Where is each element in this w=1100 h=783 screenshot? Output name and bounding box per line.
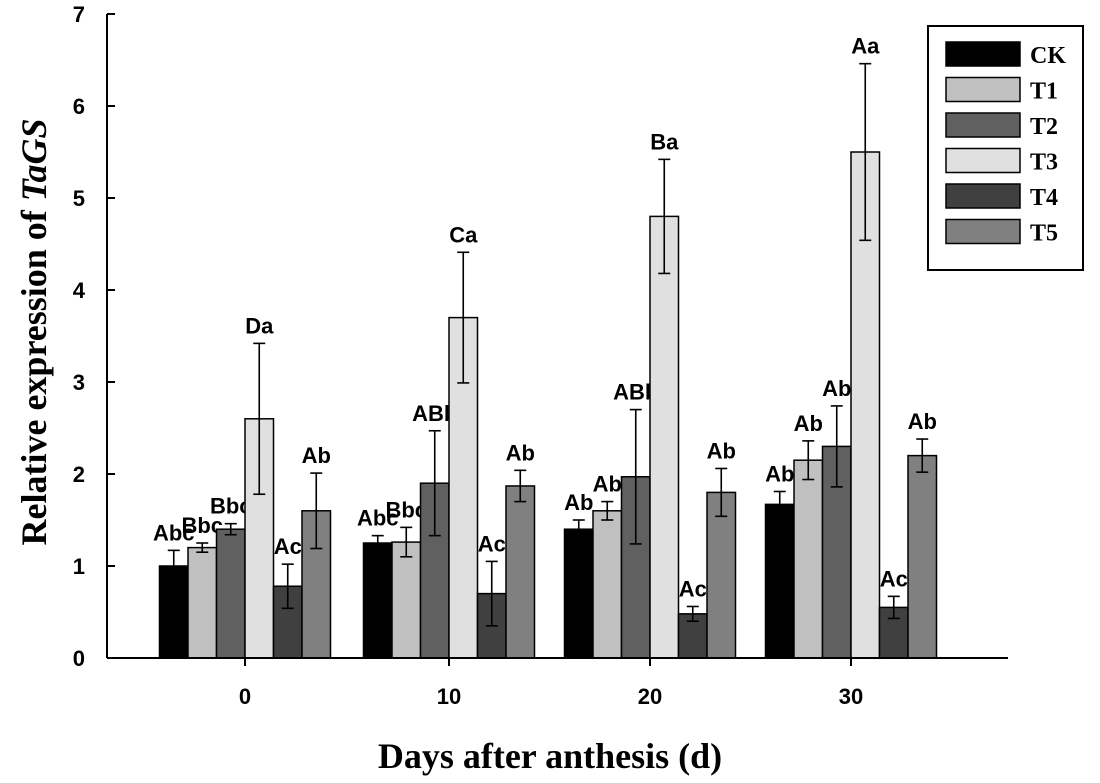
y-tick-label: 1 [73,554,85,579]
significance-label: Ab [908,409,937,434]
significance-label: Ac [478,531,506,556]
significance-label: Ab [302,443,331,468]
significance-label: Ca [449,222,478,247]
y-axis-title: Relative expression of TaGS [14,118,54,545]
legend-label-t3: T3 [1030,150,1058,176]
legend-label-ck: CK [1030,43,1066,69]
y-tick-label: 0 [73,646,85,671]
legend-label-t2: T2 [1030,114,1058,140]
significance-label: Da [245,313,274,338]
significance-label: Ab [593,472,622,497]
significance-label: Ac [274,534,302,559]
significance-label: Ab [506,440,535,465]
x-axis: 0 10 20 30 [107,657,1008,709]
y-tick-label: 6 [73,94,85,119]
significance-label: Ab [564,490,593,515]
significance-label: Ac [880,566,908,591]
bar-ck-day-30 [764,503,795,659]
y-tick-label: 3 [73,370,85,395]
bar-t1-day-20 [592,510,623,659]
legend-swatch-t5 [945,218,1021,245]
x-tick-label: 20 [638,684,662,709]
bar-ck-day-10 [362,542,393,659]
legend-swatch-t3 [945,147,1021,174]
significance-label: Ac [679,576,707,601]
bar-t1-day-30 [793,459,824,659]
legend: CK T1 T2 T3 T4 T5 [927,25,1084,271]
significance-label: Abc [357,506,399,531]
legend-label-t4: T4 [1030,185,1058,211]
y-axis: 0 1 2 3 4 5 6 7 [73,2,115,671]
x-tick-label: 30 [839,684,863,709]
legend-swatch-t2 [945,112,1021,138]
y-tick-label: 2 [73,462,85,487]
significance-label: Ab [822,376,851,401]
x-tick-label: 10 [437,684,461,709]
legend-swatch-ck [945,41,1021,67]
bar-t5-day-10 [505,485,536,659]
bar-t1-day-0 [187,546,218,659]
y-tick-label: 4 [73,278,86,303]
y-axis-title-prefix: Relative expression of [14,201,54,545]
plot-area: AbcBbcBbcDaAcAbAbcBbcABbCaAcAbAbAbABbBaA… [153,34,938,659]
bar-t3-day-20 [649,215,680,659]
significance-label: Ab [794,411,823,436]
bar-ck-day-20 [563,528,594,659]
bar-t5-day-30 [907,454,938,659]
legend-label-t1: T1 [1030,79,1058,105]
significance-label: Aa [851,34,880,59]
legend-label-t5: T5 [1030,221,1058,247]
legend-swatch-t4 [945,183,1021,209]
significance-label: Abc [153,520,195,545]
bar-t1-day-10 [391,541,422,659]
legend-swatch-t1 [945,76,1021,103]
significance-label: Ab [765,461,794,486]
y-axis-title-gene: TaGS [14,118,54,201]
y-tick-label: 5 [73,186,85,211]
bar-t5-day-20 [706,491,737,659]
y-tick-label: 7 [73,2,85,27]
significance-label: Ba [650,129,679,154]
significance-label: Ab [707,438,736,463]
bar-t2-day-0 [215,528,246,659]
x-axis-title: Days after anthesis (d) [378,736,722,776]
x-tick-label: 0 [239,684,251,709]
